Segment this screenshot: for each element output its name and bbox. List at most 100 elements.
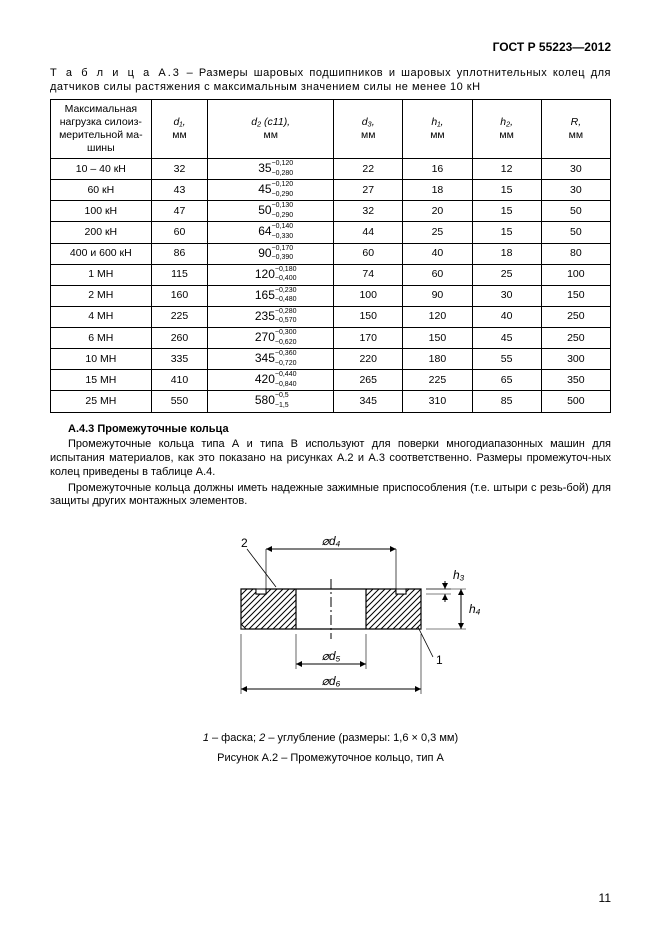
table-cell: 65 (472, 370, 541, 391)
table-cell: 165−0,230−0,480 (208, 285, 334, 306)
table-cell: 1 МН (51, 264, 152, 285)
paragraph-2: Промежуточные кольца должны иметь надежн… (50, 482, 611, 510)
table-cell: 40 (403, 243, 472, 264)
table-cell: 550 (151, 391, 208, 412)
table-cell: 90 (403, 285, 472, 306)
th-R-sym: R, (571, 116, 582, 128)
table-cell: 25 МН (51, 391, 152, 412)
table-cell: 16 (403, 159, 472, 180)
table-row: 200 кН6064−0,140−0,330 44251550 (51, 222, 611, 243)
table-cell: 160 (151, 285, 208, 306)
table-cell: 90−0,170−0,390 (208, 243, 334, 264)
table-cell: 74 (334, 264, 403, 285)
table-cell: 10 МН (51, 349, 152, 370)
table-cell: 580−0,5−1,5 (208, 391, 334, 412)
data-table: Максимальная нагрузка силоиз-мерительной… (50, 99, 611, 413)
table-row: 1 МН115120−0,180−0,400 746025100 (51, 264, 611, 285)
table-row: 15 МН410420−0,440−0,840 26522565350 (51, 370, 611, 391)
table-cell: 80 (541, 243, 610, 264)
table-cell: 150 (334, 306, 403, 327)
th-load: Максимальная нагрузка силоиз-мерительной… (51, 99, 152, 159)
dim-d5: ⌀d₅ (321, 649, 340, 663)
table-cell: 32 (334, 201, 403, 222)
paragraph-1: Промежуточные кольца типа А и типа В исп… (50, 438, 611, 479)
table-cell: 265 (334, 370, 403, 391)
table-row: 10 МН335345−0,360−0,720 22018055300 (51, 349, 611, 370)
table-cell: 15 (472, 222, 541, 243)
table-cell: 15 (472, 201, 541, 222)
figure-svg: ⌀d₄ 2 (181, 529, 481, 719)
table-cell: 100 кН (51, 201, 152, 222)
table-cell: 40 (472, 306, 541, 327)
table-row: 25 МН550580−0,5−1,5 34531085500 (51, 391, 611, 412)
table-cell: 345−0,360−0,720 (208, 349, 334, 370)
table-cell: 86 (151, 243, 208, 264)
page: ГОСТ Р 55223—2012 Т а б л и ц а А.3 – Ра… (0, 0, 661, 936)
table-cell: 120 (403, 306, 472, 327)
table-cell: 2 МН (51, 285, 152, 306)
table-cell: 50−0,130−0,290 (208, 201, 334, 222)
table-cell: 150 (403, 328, 472, 349)
table-row: 2 МН160165−0,230−0,480 1009030150 (51, 285, 611, 306)
th-d1-sym: d₁, (173, 116, 185, 128)
table-cell: 32 (151, 159, 208, 180)
figure-label-2: 2 (241, 536, 248, 550)
th-d3: d₃, мм (334, 99, 403, 159)
table-cell: 170 (334, 328, 403, 349)
th-d2: d₂ (c11), мм (208, 99, 334, 159)
table-row: 10 – 40 кН3235−0,120−0,280 22161230 (51, 159, 611, 180)
table-cell: 250 (541, 328, 610, 349)
section-heading: А.4.3 Промежуточные кольца (50, 423, 611, 437)
table-cell: 18 (403, 180, 472, 201)
table-cell: 220 (334, 349, 403, 370)
table-row: 4 МН225235−0,280−0,570 15012040250 (51, 306, 611, 327)
th-h1-sym: h₁, (431, 116, 443, 128)
th-R: R, мм (541, 99, 610, 159)
table-cell: 310 (403, 391, 472, 412)
table-cell: 500 (541, 391, 610, 412)
table-cell: 225 (403, 370, 472, 391)
th-d3-unit: мм (361, 129, 375, 141)
table-cell: 4 МН (51, 306, 152, 327)
table-cell: 10 – 40 кН (51, 159, 152, 180)
table-number: Т а б л и ц а А.3 (50, 67, 181, 79)
table-row: 100 кН4750−0,130−0,290 32201550 (51, 201, 611, 222)
table-row: 6 МН260270−0,300−0,620 17015045250 (51, 328, 611, 349)
table-cell: 250 (541, 306, 610, 327)
dim-h4: h₄ (469, 602, 481, 616)
table-cell: 30 (541, 180, 610, 201)
table-cell: 410 (151, 370, 208, 391)
table-cell: 12 (472, 159, 541, 180)
table-cell: 43 (151, 180, 208, 201)
table-cell: 27 (334, 180, 403, 201)
table-cell: 115 (151, 264, 208, 285)
th-h1: h₁, мм (403, 99, 472, 159)
table-cell: 25 (403, 222, 472, 243)
th-d1-unit: мм (172, 129, 186, 141)
table-cell: 50 (541, 201, 610, 222)
figure-title: Рисунок А.2 – Промежуточное кольцо, тип … (50, 752, 611, 766)
table-cell: 100 (541, 264, 610, 285)
table-cell: 45−0,120−0,290 (208, 180, 334, 201)
figure-caption: 1 – фаска; 2 – углубление (размеры: 1,6 … (50, 732, 611, 746)
table-cell: 270−0,300−0,620 (208, 328, 334, 349)
table-row: 60 кН4345−0,120−0,290 27181530 (51, 180, 611, 201)
th-h2-sym: h₂, (500, 116, 513, 128)
table-cell: 47 (151, 201, 208, 222)
th-d2-unit: мм (263, 129, 277, 141)
table-cell: 15 МН (51, 370, 152, 391)
table-cell: 260 (151, 328, 208, 349)
table-body: 10 – 40 кН3235−0,120−0,280 2216123060 кН… (51, 159, 611, 413)
table-cell: 20 (403, 201, 472, 222)
table-cell: 35−0,120−0,280 (208, 159, 334, 180)
table-cell: 6 МН (51, 328, 152, 349)
table-row: 400 и 600 кН8690−0,170−0,390 60401880 (51, 243, 611, 264)
table-cell: 335 (151, 349, 208, 370)
table-cell: 22 (334, 159, 403, 180)
table-cell: 400 и 600 кН (51, 243, 152, 264)
page-number: 11 (599, 891, 611, 906)
table-cell: 60 (334, 243, 403, 264)
table-cell: 44 (334, 222, 403, 243)
table-cell: 85 (472, 391, 541, 412)
table-header-row: Максимальная нагрузка силоиз-мерительной… (51, 99, 611, 159)
